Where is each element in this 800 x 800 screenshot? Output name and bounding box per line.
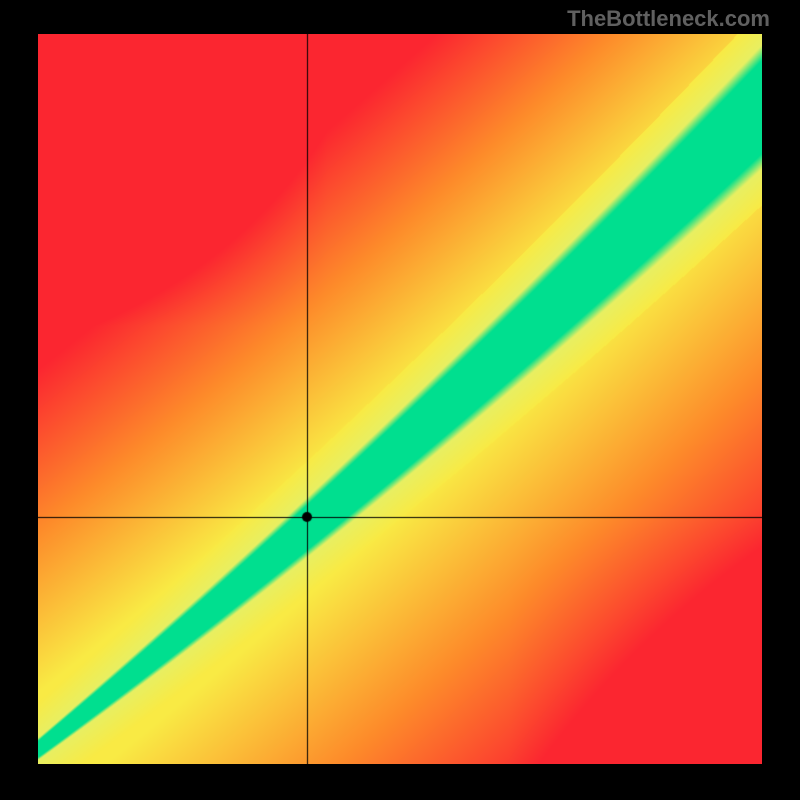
watermark-text: TheBottleneck.com [567, 6, 770, 32]
bottleneck-heatmap [38, 34, 762, 764]
